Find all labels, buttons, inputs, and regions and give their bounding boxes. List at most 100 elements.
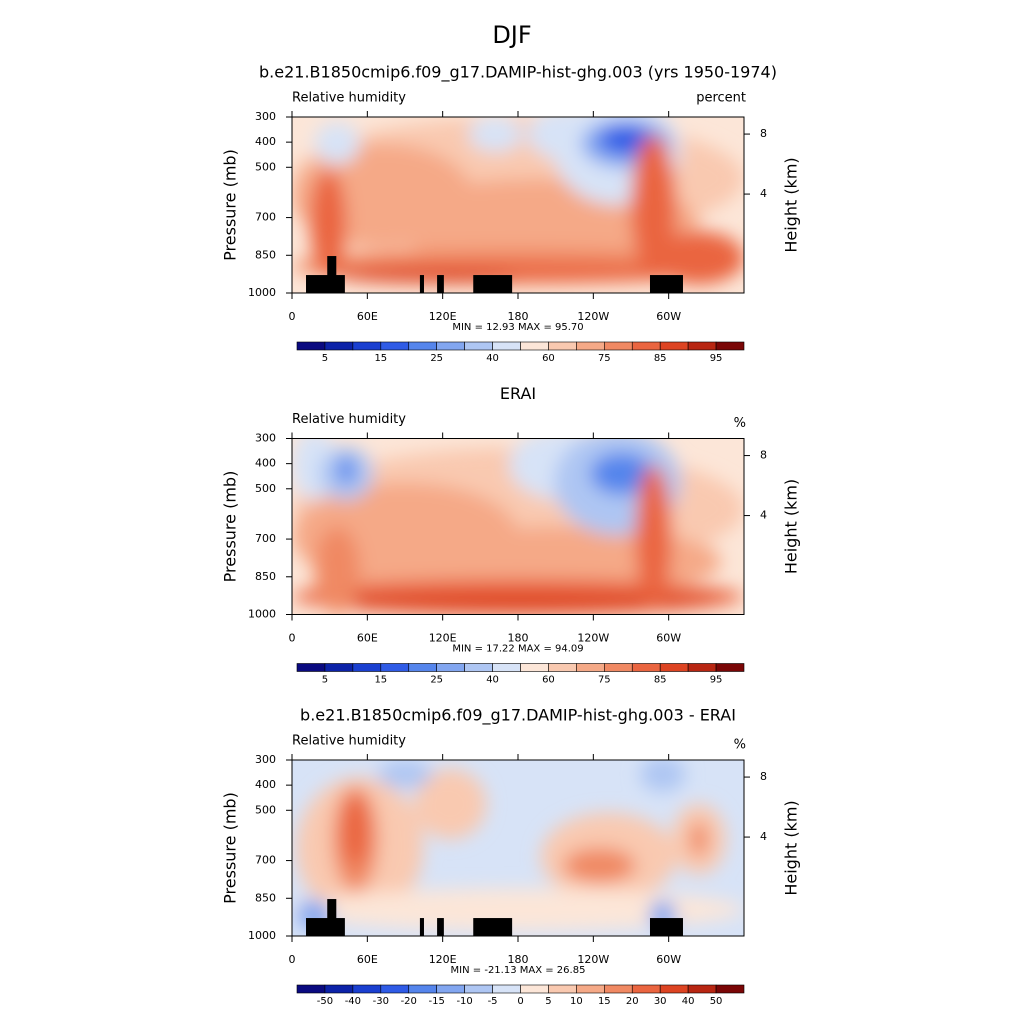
x-tick-label: 180 xyxy=(508,632,529,645)
colorbar-box xyxy=(380,663,410,672)
y-tick-label: 1000 xyxy=(248,929,276,942)
field-blob xyxy=(314,526,360,615)
colorbar-tick-label: 0 xyxy=(517,996,523,1007)
colorbar-tick-label: 25 xyxy=(430,675,443,686)
x-tick-label: 120E xyxy=(429,632,457,645)
y-tick-label: 500 xyxy=(255,803,276,816)
colorbar-tick-label: 20 xyxy=(626,996,639,1007)
left-label: Relative humidity xyxy=(292,91,406,106)
topography xyxy=(473,918,513,936)
y-tick-label: 1000 xyxy=(248,608,276,621)
left-label: Relative humidity xyxy=(292,734,406,749)
panel-title: b.e21.B1850cmip6.f09_g17.DAMIP-hist-ghg.… xyxy=(300,706,736,726)
colorbar-tick-label: 15 xyxy=(374,353,387,364)
colorbar-tick-label: 5 xyxy=(322,675,328,686)
topography xyxy=(649,275,683,293)
colorbar-box xyxy=(380,341,410,351)
x-tick-label: 0 xyxy=(289,310,296,323)
field-blob xyxy=(292,888,744,931)
x-tick-label: 0 xyxy=(289,953,296,966)
field-blob xyxy=(314,593,722,611)
colorbar-tick-label: 75 xyxy=(598,675,611,686)
field xyxy=(292,117,744,293)
colorbar-tick-label: 40 xyxy=(682,996,695,1007)
x-tick-label: 180 xyxy=(508,310,529,323)
field-blob xyxy=(563,848,636,884)
colorbar-box xyxy=(548,341,577,351)
colorbar-box xyxy=(631,341,661,351)
colorbar-box xyxy=(352,984,382,994)
colorbar-box xyxy=(464,341,493,351)
field-blob xyxy=(414,768,487,840)
colorbar-tick-label: 40 xyxy=(486,675,499,686)
colorbar-tick-label: 25 xyxy=(430,353,443,364)
y-tick-label: 700 xyxy=(255,854,276,867)
colorbar-tick-label: -50 xyxy=(317,996,333,1007)
topography xyxy=(649,918,683,936)
x-tick-label: 60E xyxy=(357,632,378,645)
colorbar-box xyxy=(296,984,326,994)
colorbar-box xyxy=(604,663,633,672)
y-tick-label: 300 xyxy=(255,432,276,445)
topography xyxy=(437,918,444,936)
field-blob xyxy=(689,821,708,857)
panel-title: ERAI xyxy=(500,384,536,403)
y2-tick-label: 8 xyxy=(760,449,767,462)
colorbar-tick-label: 85 xyxy=(654,353,667,364)
y-axis-label: Pressure (mb) xyxy=(221,149,240,261)
y-tick-label: 500 xyxy=(255,160,276,173)
colorbar-box xyxy=(687,984,717,994)
y-tick-label: 1000 xyxy=(248,286,276,299)
panel-title: b.e21.B1850cmip6.f09_g17.DAMIP-hist-ghg.… xyxy=(259,63,777,83)
x-tick-label: 60E xyxy=(357,953,378,966)
x-tick-label: 60E xyxy=(357,310,378,323)
colorbar-box xyxy=(436,663,465,672)
colorbar-box xyxy=(631,984,661,994)
colorbar-box xyxy=(576,341,605,351)
colorbar-box xyxy=(408,341,437,351)
colorbar-tick-label: 30 xyxy=(654,996,667,1007)
colorbar-box xyxy=(464,984,493,994)
colorbar-box xyxy=(715,341,745,351)
field-blob xyxy=(377,760,433,789)
colorbar-tick-label: -5 xyxy=(488,996,498,1007)
right-label: % xyxy=(734,738,746,753)
y-tick-label: 400 xyxy=(255,135,276,148)
y-tick-label: 500 xyxy=(255,482,276,495)
field-blob xyxy=(337,268,518,283)
y2-tick-label: 8 xyxy=(760,770,767,783)
colorbar-tick-label: 5 xyxy=(322,353,328,364)
colorbar-tick-label: -10 xyxy=(456,996,472,1007)
y-tick-label: 700 xyxy=(255,211,276,224)
x-tick-label: 0 xyxy=(289,632,296,645)
colorbar-box xyxy=(659,663,689,672)
topography xyxy=(327,899,337,936)
colorbar-tick-label: 60 xyxy=(542,353,555,364)
field-blobs xyxy=(292,438,744,615)
x-tick-label: 120E xyxy=(429,953,457,966)
field-blob xyxy=(635,464,672,606)
y-axis-label: Pressure (mb) xyxy=(221,471,240,583)
colorbar-tick-label: 75 xyxy=(598,353,611,364)
topography xyxy=(473,275,513,293)
y-tick-label: 850 xyxy=(255,570,276,583)
colorbar-tick-label: 95 xyxy=(710,675,723,686)
stats: MIN = -21.13 MAX = 26.85 xyxy=(451,965,586,976)
x-tick-label: 120W xyxy=(577,953,609,966)
stats: MIN = 12.93 MAX = 95.70 xyxy=(452,322,583,333)
colorbar-tick-label: -40 xyxy=(345,996,361,1007)
field-blob xyxy=(590,452,654,495)
field-blob xyxy=(653,231,744,285)
field xyxy=(292,438,744,615)
colorbar-tick-label: 40 xyxy=(486,353,499,364)
colorbar-box xyxy=(436,984,465,994)
y2-axis-label: Height (km) xyxy=(782,800,801,895)
colorbar-tick-label: 5 xyxy=(545,996,551,1007)
figure-title: DJF xyxy=(492,21,531,49)
field-blob xyxy=(631,134,677,276)
colorbar-box xyxy=(408,984,437,994)
colorbar-box xyxy=(324,341,354,351)
y-tick-label: 400 xyxy=(255,457,276,470)
y2-tick-label: 4 xyxy=(760,509,767,522)
